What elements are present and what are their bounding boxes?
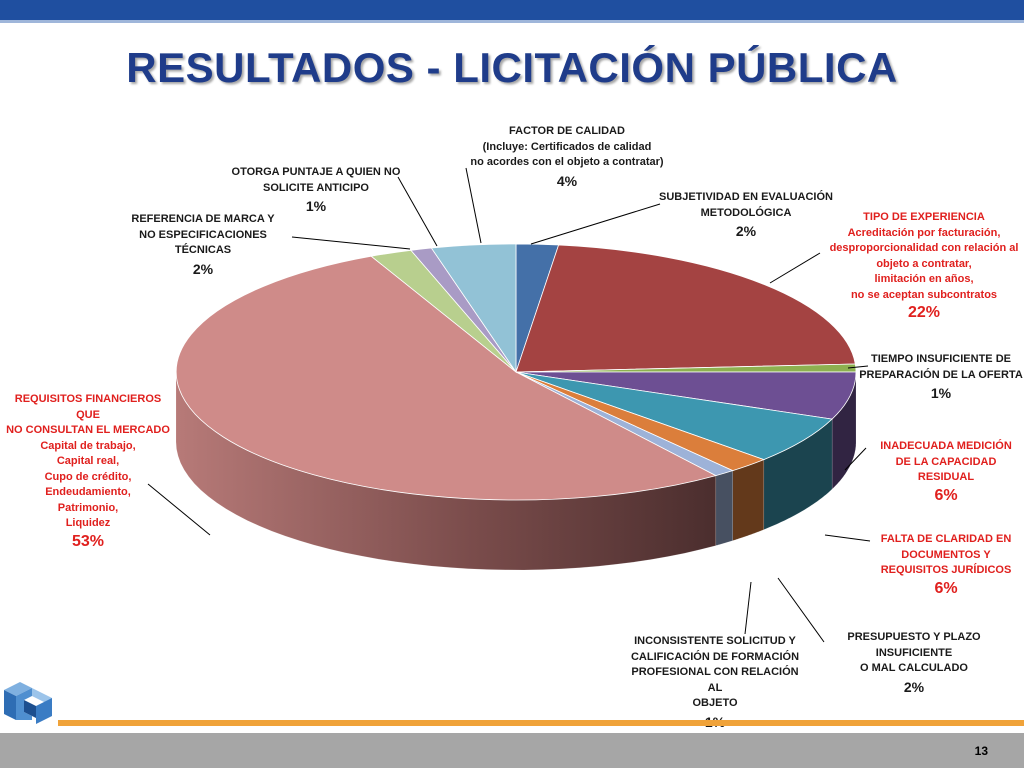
top-banner-shadow bbox=[0, 20, 1024, 23]
label-percent: 2% bbox=[735, 223, 757, 239]
label-line: METODOLÓGICA bbox=[700, 206, 792, 219]
label-line: TIEMPO INSUFICIENTE DE bbox=[871, 353, 1011, 365]
leader-subjetividad bbox=[530, 203, 661, 245]
label-line: Endeudamiento, bbox=[45, 486, 131, 498]
label-line: FALTA DE CLARIDAD EN bbox=[880, 533, 1012, 545]
label-inconsistente: INCONSISTENTE SOLICITUD Y CALIFICACIÓN DE… bbox=[624, 634, 806, 732]
label-tiempo_insuficiente: TIEMPO INSUFICIENTE DE PREPARACIÓN DE LA … bbox=[858, 352, 1024, 403]
label-line: CALIFICACIÓN DE FORMACIÓN bbox=[630, 650, 800, 663]
label-line: REFERENCIA DE MARCA Y bbox=[131, 213, 275, 225]
label-line: PREPARACIÓN DE LA OFERTA bbox=[859, 368, 1023, 381]
label-line: Patrimonio, bbox=[57, 501, 119, 514]
label-falta_claridad: FALTA DE CLARIDAD EN DOCUMENTOS Y REQUISIT… bbox=[866, 532, 1024, 599]
label-line: PRESUPUESTO Y PLAZO bbox=[847, 631, 981, 643]
top-banner bbox=[0, 0, 1024, 20]
label-line: Capital de trabajo, bbox=[40, 439, 136, 452]
leader-tiempo_insuficiente bbox=[847, 365, 869, 369]
label-line: INSUFICIENTE bbox=[875, 646, 953, 659]
label-subjetividad: SUBJETIVIDAD EN EVALUACIÓN METODOLÓGICA 2% bbox=[656, 190, 836, 241]
label-line: RESIDUAL bbox=[917, 471, 975, 483]
pie-top-slices bbox=[175, 243, 857, 501]
leader-capacidad_residual bbox=[844, 447, 867, 471]
slice-requisitos_financieros bbox=[175, 255, 717, 501]
pie-side-walls bbox=[175, 371, 857, 571]
label-line: limitación en años, bbox=[874, 273, 974, 285]
label-percent: 2% bbox=[192, 260, 214, 277]
footer-bar bbox=[0, 733, 1024, 768]
label-percent: 4% bbox=[556, 172, 578, 189]
label-puntaje_anticipo: OTORGA PUNTAJE A QUIEN NO SOLICITE ANTICI… bbox=[226, 165, 406, 216]
leader-referencia_marca bbox=[291, 236, 411, 250]
label-line: no se aceptan subcontratos bbox=[850, 288, 998, 301]
label-line: DE LA CAPACIDAD bbox=[895, 455, 997, 468]
slice-side-presupuesto bbox=[732, 459, 765, 541]
label-percent: 1% bbox=[305, 198, 327, 214]
slice-factor_calidad bbox=[430, 243, 517, 374]
label-line: Liquidez bbox=[65, 517, 111, 529]
leader-presupuesto bbox=[777, 577, 825, 643]
leader-lines bbox=[147, 167, 871, 643]
label-percent: 6% bbox=[934, 579, 958, 597]
label-percent: 1% bbox=[930, 385, 952, 401]
label-line: O MAL CALCULADO bbox=[860, 662, 968, 674]
label-factor_calidad: FACTOR DE CALIDAD (Incluye: Certificados … bbox=[440, 124, 694, 191]
slice-falta_claridad bbox=[515, 371, 833, 461]
label-percent: 6% bbox=[934, 486, 958, 504]
label-referencia_marca: REFERENCIA DE MARCA Y NO ESPECIFICACIONES… bbox=[110, 212, 296, 279]
organization-logo bbox=[4, 682, 52, 724]
label-line: Capital real, bbox=[56, 455, 120, 467]
label-line: PROFESIONAL CON RELACIÓN AL bbox=[631, 666, 799, 694]
label-line: INADECUADA MEDICIÓN bbox=[880, 440, 1012, 452]
slice-side-inconsistente bbox=[715, 470, 733, 546]
label-line: no acordes con el objeto a contratar) bbox=[470, 156, 664, 168]
leader-inconsistente bbox=[744, 581, 752, 635]
label-line: objeto a contratar, bbox=[876, 257, 972, 270]
label-line: FACTOR DE CALIDAD bbox=[509, 125, 625, 137]
leader-factor_calidad bbox=[465, 167, 482, 244]
page-number: 13 bbox=[974, 744, 988, 758]
label-tipo_experiencia: TIPO DE EXPERIENCIA Acreditación por fact… bbox=[824, 210, 1024, 323]
label-line: REQUISITOS JURÍDICOS bbox=[880, 564, 1012, 576]
leader-falta_claridad bbox=[824, 534, 871, 542]
label-capacidad_residual: INADECUADA MEDICIÓN DE LA CAPACIDAD RESIDU… bbox=[866, 439, 1024, 506]
label-percent: 53% bbox=[71, 532, 105, 550]
slide-title: RESULTADOS - LICITACIÓN PÚBLICA bbox=[126, 44, 898, 91]
label-line: DOCUMENTOS Y bbox=[901, 548, 991, 561]
label-line: Acreditación por facturación, bbox=[847, 226, 1001, 239]
slice-capacidad_residual bbox=[515, 371, 857, 420]
label-percent: 2% bbox=[903, 678, 925, 695]
label-line: OBJETO bbox=[692, 697, 738, 709]
label-line: INCONSISTENTE SOLICITUD Y bbox=[634, 635, 796, 647]
label-line: SUBJETIVIDAD EN EVALUACIÓN bbox=[659, 191, 833, 203]
label-line: NO ESPECIFICACIONES TÉCNICAS bbox=[139, 228, 267, 257]
label-line: Cupo de crédito, bbox=[44, 470, 132, 483]
label-line: REQUISITOS FINANCIEROS QUE bbox=[14, 393, 162, 421]
label-presupuesto: PRESUPUESTO Y PLAZO INSUFICIENTE O MAL CAL… bbox=[824, 630, 1004, 697]
label-line: TIPO DE EXPERIENCIA bbox=[863, 211, 985, 223]
footer-accent-line bbox=[58, 720, 1024, 726]
label-line: NO CONSULTAN EL MERCADO bbox=[6, 424, 170, 436]
label-line: desproporcionalidad con relación al bbox=[829, 242, 1019, 254]
leader-requisitos_financieros bbox=[147, 483, 211, 536]
label-percent: 22% bbox=[907, 304, 941, 321]
slice-tipo_experiencia bbox=[515, 244, 856, 373]
label-line: (Incluye: Certificados de calidad bbox=[482, 140, 652, 153]
leader-puntaje_anticipo bbox=[397, 176, 438, 247]
label-line: SOLICITE ANTICIPO bbox=[263, 181, 369, 194]
label-line: OTORGA PUNTAJE A QUIEN NO bbox=[231, 166, 401, 178]
leader-tipo_experiencia bbox=[769, 252, 821, 284]
label-requisitos_financieros: REQUISITOS FINANCIEROS QUE NO CONSULTAN E… bbox=[2, 392, 174, 552]
